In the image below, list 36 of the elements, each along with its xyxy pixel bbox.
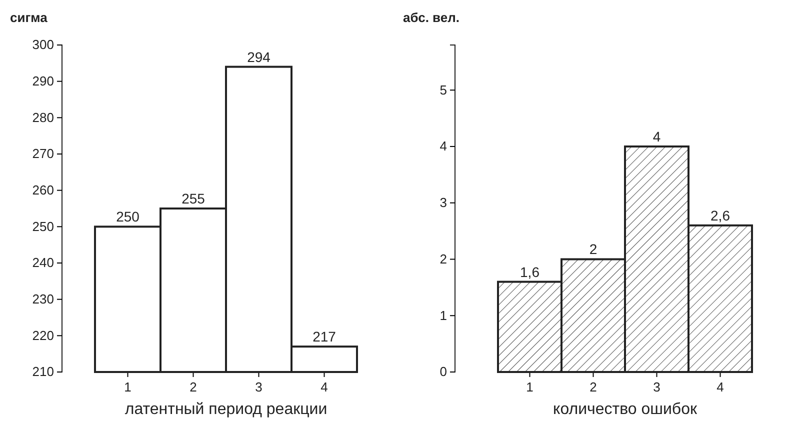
x-tick-label: 1 xyxy=(124,380,132,395)
data-label: 255 xyxy=(182,190,206,206)
x-axis-title: латентный период реакции xyxy=(124,401,328,418)
y-axis-title: сигма xyxy=(10,10,48,25)
y-tick-label: 1 xyxy=(440,308,447,323)
data-label: 2,6 xyxy=(710,207,730,224)
y-tick-label: 270 xyxy=(32,146,54,162)
y-tick-label: 240 xyxy=(32,255,54,270)
data-label: 1,6 xyxy=(520,264,540,280)
data-label: 250 xyxy=(116,208,140,225)
y-tick-label: 300 xyxy=(32,37,54,52)
y-tick-label: 250 xyxy=(32,218,54,234)
y-tick-label: 280 xyxy=(32,110,54,125)
y-tick-label: 0 xyxy=(440,364,447,380)
y-tick-label: 220 xyxy=(32,328,54,343)
x-tick-label: 1 xyxy=(526,380,534,395)
data-label: 294 xyxy=(247,48,271,65)
x-axis-title: количество ошибок xyxy=(553,401,698,418)
x-tick-label: 3 xyxy=(255,380,262,395)
y-tick-label: 230 xyxy=(32,291,54,306)
y-tick-label: 2 xyxy=(440,251,447,266)
data-label: 4 xyxy=(652,128,661,144)
y-tick-label: 290 xyxy=(32,73,54,88)
x-tick-label: 4 xyxy=(320,380,328,395)
y-tick-label: 5 xyxy=(440,82,447,98)
data-label: 2 xyxy=(589,241,598,258)
y-tick-label: 3 xyxy=(440,195,447,210)
x-tick-label: 2 xyxy=(590,380,597,395)
y-tick-label: 210 xyxy=(32,364,54,380)
x-tick-label: 4 xyxy=(716,380,724,395)
y-tick-label: 4 xyxy=(440,138,447,154)
x-tick-label: 2 xyxy=(190,380,197,395)
data-label: 217 xyxy=(312,328,336,345)
x-tick-label: 3 xyxy=(653,380,660,395)
y-axis-title: абс. вел. xyxy=(403,10,460,25)
y-tick-label: 260 xyxy=(32,182,54,198)
